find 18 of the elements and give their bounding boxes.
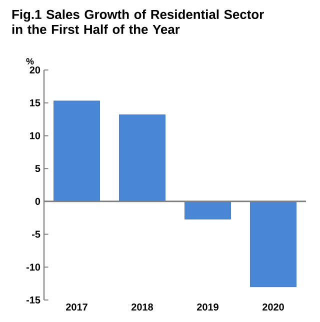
- bar: [119, 114, 166, 202]
- bar: [54, 100, 100, 202]
- x-tick-label: 2019: [197, 304, 218, 311]
- y-tick-label: 10: [30, 132, 40, 140]
- y-tick-label: 5: [35, 165, 40, 172]
- y-tick-label: -10: [26, 264, 40, 271]
- x-tick-label: 2017: [66, 304, 88, 311]
- chart-title: Fig.1 Sales Growth of Residential Sector in the First Half of the Year: [12, 10, 264, 34]
- y-tick-label: 20: [30, 66, 40, 74]
- bar: [184, 201, 231, 220]
- x-tick-label: 2018: [132, 304, 154, 311]
- y-axis-title: %: [26, 58, 34, 64]
- y-tick-label: 15: [30, 99, 40, 106]
- bar: [250, 201, 296, 288]
- y-tick-label: -5: [32, 230, 40, 238]
- x-tick-label: 2020: [262, 304, 284, 311]
- y-tick-label: -15: [26, 296, 40, 304]
- y-tick-label: 0: [35, 198, 40, 205]
